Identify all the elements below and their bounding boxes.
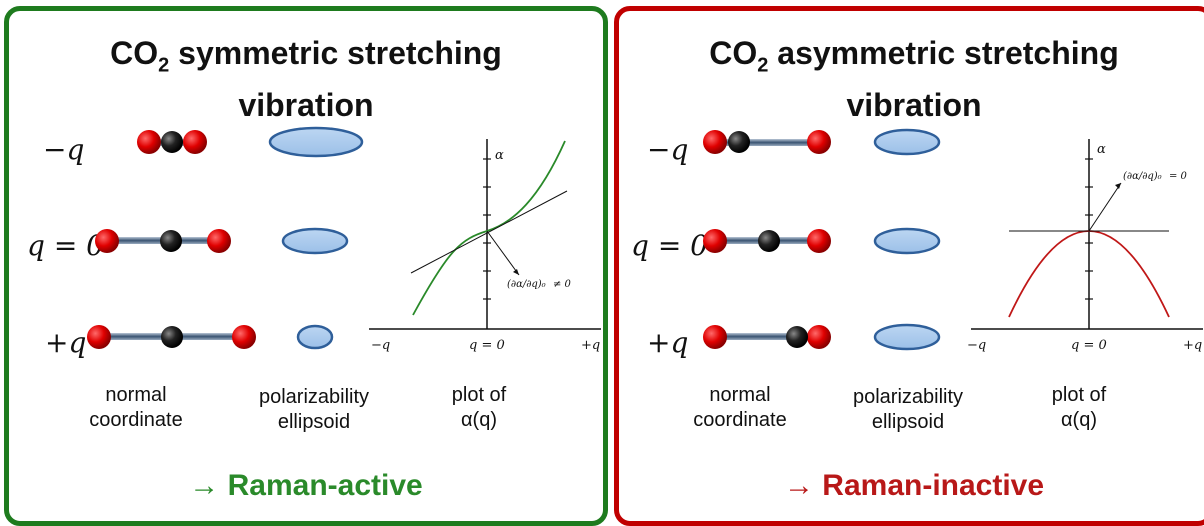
title-text: asymmetric stretching bbox=[768, 35, 1119, 71]
q-label-zero: q = 0 bbox=[27, 229, 104, 262]
molecule-plus-q bbox=[703, 325, 831, 349]
caption-ellipsoid: polarizability ellipsoid bbox=[852, 386, 964, 433]
co2-molecules bbox=[87, 126, 364, 350]
q-label-zero: q = 0 bbox=[631, 229, 708, 262]
q-label-plus: +q bbox=[45, 326, 87, 359]
molecule-plus-q bbox=[87, 325, 256, 349]
derivative-label: (∂α/∂q)₀ bbox=[1123, 171, 1162, 182]
raman-verdict: → Raman-inactive bbox=[783, 469, 1045, 502]
ellipsoid-q-zero bbox=[281, 227, 349, 255]
raman-verdict: → Raman-active bbox=[189, 469, 423, 502]
molecule-q-zero bbox=[95, 229, 231, 253]
x-tick-plus: +q bbox=[1183, 338, 1202, 353]
molecule-minus-q bbox=[137, 130, 207, 154]
caption-normal-coordinate: normal coordinate bbox=[89, 384, 183, 431]
title-co: CO bbox=[709, 35, 758, 71]
q-label-minus: −q bbox=[43, 133, 85, 166]
caption-plot: plot of α(q) bbox=[451, 384, 507, 431]
derivative-annotation: = 0 bbox=[1169, 171, 1188, 182]
ellipsoid-plus-q bbox=[873, 323, 941, 351]
derivative-annotation: ≠ 0 bbox=[553, 279, 572, 290]
title-text: symmetric stretching bbox=[169, 35, 502, 71]
x-tick-zero: q = 0 bbox=[469, 338, 505, 353]
title-line2: vibration bbox=[238, 87, 374, 124]
x-tick-minus: −q bbox=[967, 338, 986, 353]
ellipsoid-q-zero bbox=[873, 227, 941, 255]
derivative-label: (∂α/∂q)₀ bbox=[507, 279, 546, 290]
symmetric-stretch-panel: CO2 symmetric stretching vibration −q q … bbox=[4, 6, 608, 526]
ellipsoid-minus-q bbox=[873, 128, 941, 156]
alpha-plot: α (∂α/∂q)₀ = 0 −q q = 0 +q bbox=[967, 139, 1203, 353]
x-tick-minus: −q bbox=[371, 338, 390, 353]
panel-title: CO2 symmetric stretching vibration bbox=[9, 33, 603, 125]
q-label-minus: −q bbox=[647, 133, 689, 166]
molecule-q-zero bbox=[703, 229, 831, 253]
caption-normal-coordinate: normal coordinate bbox=[693, 384, 787, 431]
panel-title: CO2 asymmetric stretching vibration bbox=[619, 33, 1204, 125]
title-line2: vibration bbox=[846, 87, 982, 124]
alpha-plot: α (∂α/∂q)₀ ≠ 0 −q q = 0 +q bbox=[369, 139, 601, 353]
caption-ellipsoid: polarizability ellipsoid bbox=[258, 386, 370, 433]
title-subscript: 2 bbox=[158, 54, 170, 77]
co2-molecules bbox=[703, 128, 941, 351]
caption-plot: plot of α(q) bbox=[1051, 384, 1107, 431]
ellipsoid-minus-q bbox=[268, 126, 364, 158]
ellipsoid-plus-q bbox=[296, 324, 334, 350]
plot-y-label: α bbox=[1097, 142, 1106, 157]
molecule-minus-q bbox=[703, 130, 831, 154]
title-co: CO bbox=[110, 35, 159, 71]
x-tick-plus: +q bbox=[581, 338, 600, 353]
title-subscript: 2 bbox=[757, 54, 769, 77]
plot-y-label: α bbox=[495, 148, 504, 163]
x-tick-zero: q = 0 bbox=[1071, 338, 1107, 353]
q-label-plus: +q bbox=[647, 326, 689, 359]
asymmetric-stretch-panel: CO2 asymmetric stretching vibration −q q… bbox=[614, 6, 1204, 526]
